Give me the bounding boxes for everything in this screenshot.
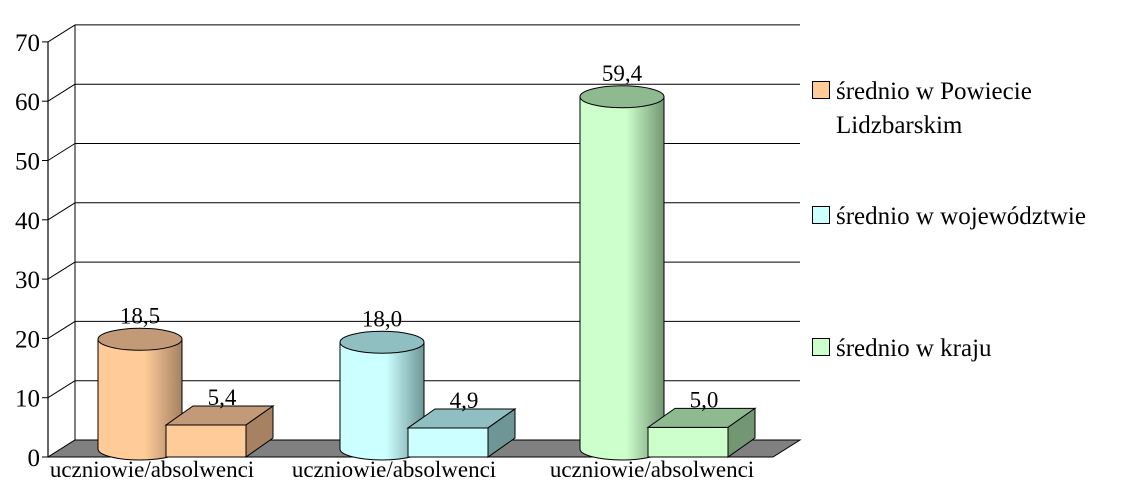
side-wall-tick	[47, 83, 76, 102]
y-tick-label: 20	[15, 326, 40, 353]
y-tick-label: 70	[15, 30, 40, 57]
legend-item-kraj: średnio w kraju	[812, 332, 992, 366]
legend-item-powiat: średnio w Powiecie Lidzbarskim	[812, 75, 1032, 143]
bar-cylinder-kraj	[579, 96, 665, 461]
bar-cylinder-top-wojewodztwo	[339, 330, 425, 354]
side-wall-tick	[47, 143, 76, 161]
y-tick-label: 30	[15, 267, 40, 294]
x-category-label: uczniowie/absolwenci	[50, 457, 254, 481]
legend-label-kraj: średnio w kraju	[836, 335, 992, 362]
legend-swatch-kraj	[812, 338, 830, 356]
y-tick-label: 10	[15, 386, 40, 413]
bar-box-side-kraj	[727, 407, 756, 458]
bar-box-side-powiat	[245, 405, 274, 458]
side-wall-tick	[47, 24, 76, 43]
side-wall-tick	[47, 320, 76, 339]
bar-box-powiat	[165, 424, 247, 458]
bar-box-wojewodztwo	[407, 427, 489, 458]
legend-item-wojewodztwo: średnio w województwie	[812, 200, 1086, 234]
data-label-wojewodztwo-2: 4,9	[450, 388, 479, 413]
data-label-kraj-1: 59,4	[602, 61, 643, 86]
bar-box-kraj	[647, 426, 729, 458]
side-wall-tick	[47, 380, 76, 399]
x-category-label: uczniowie/absolwenci	[550, 457, 754, 481]
data-label-powiat-1: 18,5	[120, 303, 160, 328]
data-label-powiat-2: 5,4	[208, 385, 237, 410]
chart-plot-area: 0 10 20 30 40 50 60 70 18,5 5,4 18,0 4,9 59,4 5,0 uczn…	[15, 24, 802, 481]
chart-legend: średnio w Powiecie Lidzbarskim średnio w…	[812, 0, 1132, 481]
side-wall-tick	[47, 261, 76, 280]
y-tick-label: 40	[15, 208, 40, 235]
legend-swatch-wojewodztwo	[812, 206, 830, 224]
side-wall-tick	[47, 202, 76, 221]
x-category-label: uczniowie/absolwenci	[292, 457, 496, 481]
bar-cylinder-top-powiat	[97, 327, 183, 351]
data-label-wojewodztwo-1: 18,0	[362, 306, 402, 331]
legend-label-powiat: średnio w Powiecie Lidzbarskim	[836, 78, 1032, 139]
bar-cylinder-top-kraj	[579, 85, 665, 109]
bar-box-side-wojewodztwo	[487, 407, 516, 458]
legend-swatch-powiat	[812, 81, 830, 99]
y-tick-label: 0	[28, 445, 41, 472]
y-tick-label: 60	[15, 89, 40, 116]
legend-label-wojewodztwo: średnio w województwie	[836, 203, 1086, 230]
data-label-kraj-2: 5,0	[690, 387, 719, 412]
y-tick-label: 50	[15, 149, 40, 176]
